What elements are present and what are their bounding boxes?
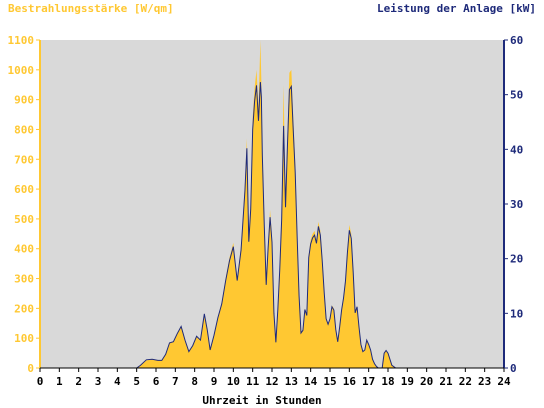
right-axis-title: Leistung der Anlage [kW]	[377, 2, 536, 15]
left-tick-label: 300	[14, 273, 34, 286]
x-tick-label: 24	[497, 375, 511, 388]
left-tick-label: 800	[14, 123, 34, 136]
x-tick-label: 21	[439, 375, 453, 388]
irradiance-layer	[40, 40, 504, 368]
x-tick-label: 11	[246, 375, 260, 388]
left-tick-label: 0	[27, 362, 34, 375]
left-tick-label: 200	[14, 302, 34, 315]
left-tick-label: 1000	[8, 64, 35, 77]
x-tick-label: 5	[133, 375, 140, 388]
x-tick-label: 7	[172, 375, 179, 388]
x-tick-label: 0	[37, 375, 44, 388]
left-tick-label: 1100	[8, 34, 35, 47]
x-tick-label: 13	[285, 375, 298, 388]
left-tick-label: 500	[14, 213, 34, 226]
x-tick-label: 14	[304, 375, 318, 388]
series-irradiance-area	[40, 40, 504, 368]
x-tick-label: 18	[381, 375, 394, 388]
x-tick-label: 23	[478, 375, 491, 388]
x-tick-label: 3	[95, 375, 102, 388]
left-tick-label: 100	[14, 332, 34, 345]
x-tick-label: 6	[153, 375, 160, 388]
right-tick-label: 30	[510, 198, 523, 211]
x-tick-label: 16	[343, 375, 357, 388]
right-tick-label: 60	[510, 34, 523, 47]
x-tick-label: 20	[420, 375, 433, 388]
x-tick-label: 9	[211, 375, 218, 388]
x-tick-label: 10	[227, 375, 240, 388]
axes-layer: 0100200300400500600700800900100011000102…	[8, 34, 524, 388]
series-power-line	[40, 82, 504, 369]
right-tick-label: 50	[510, 89, 523, 102]
left-axis-title: Bestrahlungsstärke [W/qm]	[8, 2, 174, 15]
left-tick-label: 900	[14, 94, 34, 107]
left-tick-label: 700	[14, 153, 34, 166]
left-tick-label: 600	[14, 183, 34, 196]
x-tick-label: 2	[75, 375, 82, 388]
x-tick-label: 4	[114, 375, 121, 388]
left-tick-label: 400	[14, 243, 34, 256]
right-tick-label: 40	[510, 143, 523, 156]
x-tick-label: 8	[191, 375, 198, 388]
x-tick-label: 15	[323, 375, 336, 388]
right-tick-label: 20	[510, 253, 523, 266]
x-axis-title: Uhrzeit in Stunden	[202, 394, 321, 407]
x-tick-label: 1	[56, 375, 63, 388]
right-tick-label: 10	[510, 307, 523, 320]
x-tick-label: 17	[362, 375, 375, 388]
x-tick-label: 19	[401, 375, 414, 388]
x-tick-label: 22	[459, 375, 472, 388]
power-layer	[40, 82, 504, 369]
right-tick-label: 0	[510, 362, 517, 375]
x-tick-label: 12	[265, 375, 278, 388]
